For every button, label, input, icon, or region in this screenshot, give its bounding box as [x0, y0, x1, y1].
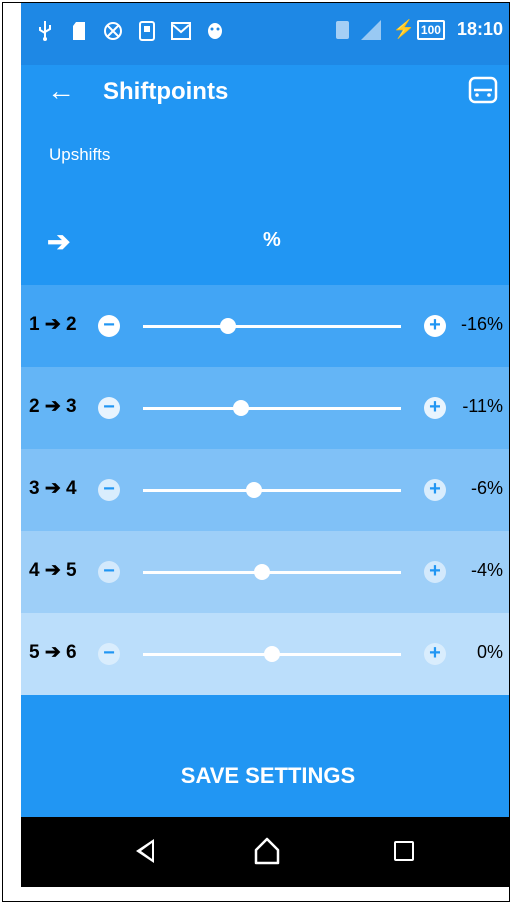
shift-value: -11%	[462, 396, 503, 416]
slider-track[interactable]	[143, 571, 401, 574]
nav-back-icon[interactable]	[136, 839, 154, 863]
shift-value: -16%	[460, 314, 503, 334]
nav-recents-icon[interactable]	[394, 841, 414, 861]
shift-row-1: 1 ➔ 2 − + -16%	[21, 285, 509, 367]
car-icon[interactable]	[467, 75, 499, 105]
gear-column-header: ➔	[47, 226, 71, 257]
sync-icon	[103, 21, 123, 41]
battery-indicator: ⚡ 100	[393, 19, 445, 40]
slider-track[interactable]	[143, 407, 401, 410]
save-settings-label: SAVE SETTINGS	[180, 763, 356, 788]
slider-thumb[interactable]	[253, 564, 270, 580]
clock: 18:10	[456, 19, 503, 39]
increase-button[interactable]: +	[424, 479, 446, 501]
decrease-button[interactable]: −	[98, 561, 120, 583]
decrease-button[interactable]: −	[98, 479, 120, 501]
usb-icon	[35, 21, 55, 41]
slider-track[interactable]	[143, 325, 401, 328]
gmail-icon	[171, 21, 191, 41]
app-bar: ← Shiftpoints	[21, 65, 509, 121]
slider-thumb[interactable]	[233, 400, 250, 416]
save-settings-button[interactable]: SAVE SETTINGS	[21, 737, 509, 817]
decrease-button[interactable]: −	[98, 643, 120, 665]
shift-value: -6%	[470, 478, 503, 498]
signal-icon	[360, 19, 381, 40]
shift-label: 1 ➔ 2	[29, 314, 77, 335]
shift-row-4: 4 ➔ 5 − + -4%	[21, 531, 509, 613]
notification-icon	[137, 21, 157, 41]
increase-button[interactable]: +	[424, 315, 446, 337]
slider-thumb[interactable]	[264, 646, 280, 662]
android-icon	[205, 21, 225, 41]
column-headers: ➔ %	[21, 225, 509, 265]
shift-row-2: 2 ➔ 3 − + -11%	[21, 367, 509, 449]
back-arrow-icon[interactable]: ←	[47, 75, 75, 106]
shift-row-5: 5 ➔ 6 − + 0%	[21, 613, 509, 695]
sd-icon	[69, 21, 89, 41]
navigation-bar	[21, 817, 509, 887]
increase-button[interactable]: +	[424, 643, 446, 665]
increase-button[interactable]: +	[424, 561, 446, 583]
screen: ⚡ 100 18:10 ← Shiftpoints Upshifts ➔	[21, 3, 509, 887]
section-label: Upshifts	[49, 145, 111, 164]
shift-label: 4 ➔ 5	[29, 560, 77, 581]
shift-label: 5 ➔ 6	[29, 642, 77, 663]
page-title: Shiftpoints	[103, 78, 229, 105]
shift-value: -4%	[470, 560, 503, 580]
shift-value: 0%	[476, 642, 503, 662]
slider-thumb[interactable]	[220, 318, 237, 334]
nav-home-icon[interactable]	[254, 837, 280, 865]
slider-track[interactable]	[143, 489, 401, 492]
status-right: ⚡ 100 18:10	[335, 19, 503, 40]
charging-icon: ⚡	[392, 19, 415, 39]
battery-level: 100	[416, 19, 445, 40]
percent-column-header: %	[263, 229, 281, 251]
increase-button[interactable]: +	[424, 397, 446, 419]
status-bar: ⚡ 100 18:10	[21, 3, 509, 65]
status-left-icons	[35, 21, 225, 41]
decrease-button[interactable]: −	[98, 315, 120, 337]
sim-icon	[335, 20, 349, 39]
slider-thumb[interactable]	[245, 482, 262, 498]
shift-label: 2 ➔ 3	[29, 396, 77, 417]
shift-row-3: 3 ➔ 4 − + -6%	[21, 449, 509, 531]
shift-label: 3 ➔ 4	[29, 478, 77, 499]
decrease-button[interactable]: −	[98, 397, 120, 419]
